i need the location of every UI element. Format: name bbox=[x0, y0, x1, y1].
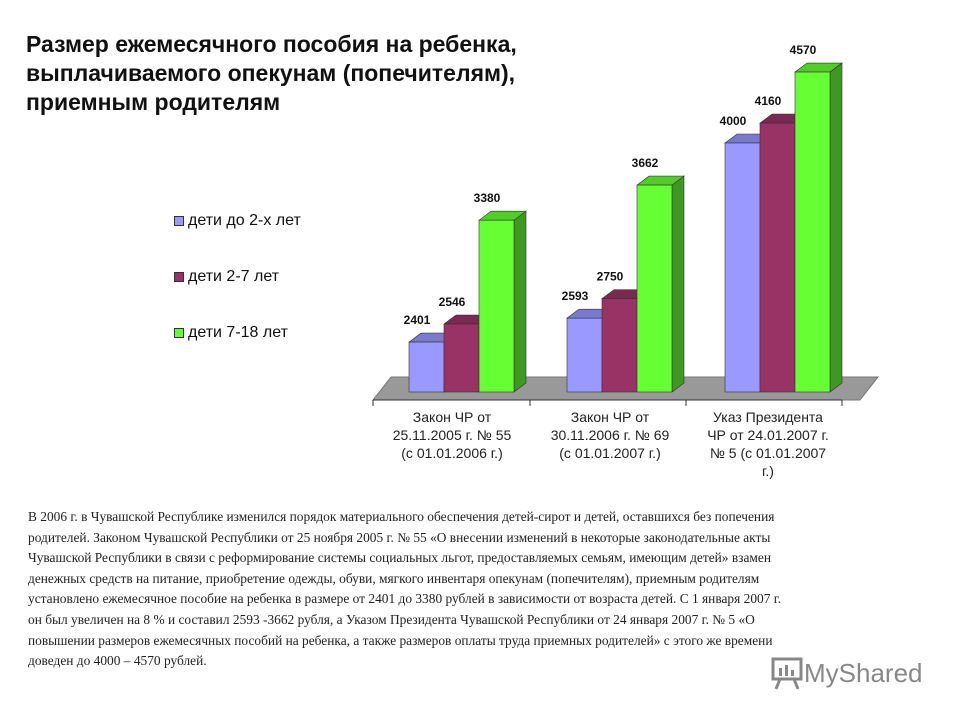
text-line: В 2006 г. в Чувашской Республике изменил… bbox=[28, 509, 775, 524]
title-line: приемным родителям bbox=[26, 89, 281, 115]
text-line: установлено ежемесячное пособие на ребен… bbox=[28, 591, 782, 607]
data-label: 4160 bbox=[755, 94, 782, 108]
data-label: 3380 bbox=[474, 191, 501, 205]
bar-side bbox=[829, 62, 843, 393]
legend-item: дети 2-7 лет bbox=[174, 268, 279, 286]
legend-label: дети 7-18 лет bbox=[188, 324, 288, 341]
legend-item: дети до 2-х лет bbox=[174, 212, 301, 230]
data-label: 2750 bbox=[597, 270, 624, 284]
tick-line: Закон ЧР от bbox=[412, 409, 492, 425]
bar bbox=[601, 298, 638, 393]
legend-item: дети 7-18 лет bbox=[174, 324, 288, 342]
presentation-icon bbox=[771, 657, 803, 690]
tick-line: Закон ЧР от bbox=[570, 409, 650, 425]
legend-swatch bbox=[174, 216, 184, 226]
description-text: В 2006 г. в Чувашской Республике изменил… bbox=[28, 507, 928, 672]
bar bbox=[478, 219, 515, 393]
slide-title: Размер ежемесячного пособия на ребенка, … bbox=[26, 30, 517, 117]
bar-side bbox=[671, 175, 685, 393]
legend-label: дети до 2-х лет bbox=[188, 212, 301, 229]
x-tick-label: Указ Президента ЧР от 24.01.2007 г. № 5 … bbox=[693, 408, 843, 480]
watermark-text: MyShared bbox=[804, 657, 923, 688]
legend-label: дети 2-7 лет bbox=[188, 268, 280, 285]
tick-line: ЧР от 24.01.2007 г. bbox=[707, 427, 829, 443]
legend-swatch bbox=[174, 272, 184, 282]
tick-line: г.) bbox=[762, 463, 774, 479]
tick-line: Указ Президента bbox=[713, 409, 823, 425]
text-line: он был увеличен на 8 % и составил 2593 -… bbox=[28, 611, 755, 627]
text-line: доведен до 4000 – 4570 рублей. bbox=[28, 653, 207, 669]
data-label: 2546 bbox=[439, 295, 466, 309]
tick-line: 30.11.2006 г. № 69 bbox=[550, 427, 670, 443]
text-line: денежных средств на питание, приобретени… bbox=[28, 570, 760, 586]
data-label: 2593 bbox=[562, 289, 589, 303]
title-line: Размер ежемесячного пособия на ребенка, bbox=[26, 31, 517, 57]
tick-line: (с 01.01.2006 г.) bbox=[401, 445, 503, 461]
bar bbox=[408, 341, 445, 393]
tick-line: (с 01.01.2007 г.) bbox=[559, 445, 661, 461]
bar bbox=[724, 142, 761, 393]
text-line: повышении размеров ежемесячных пособий н… bbox=[28, 632, 773, 648]
legend-swatch bbox=[174, 328, 184, 338]
watermark-logo: MyShared bbox=[770, 656, 923, 690]
bar bbox=[794, 71, 831, 393]
text-line: родителей. Законом Чувашской Республики … bbox=[28, 529, 771, 545]
x-tick-label: Закон ЧР от 30.11.2006 г. № 69 (с 01.01.… bbox=[535, 408, 685, 462]
data-label: 4570 bbox=[790, 43, 817, 57]
data-label: 3662 bbox=[632, 156, 659, 170]
bar-side bbox=[513, 210, 527, 393]
tick-line: 25.11.2005 г. № 55 bbox=[392, 427, 512, 443]
tick-line: № 5 (с 01.01.2007 bbox=[709, 445, 827, 461]
bar bbox=[443, 323, 480, 393]
bar bbox=[759, 122, 796, 393]
data-label: 2401 bbox=[404, 313, 431, 327]
x-tick-label: Закон ЧР от 25.11.2005 г. № 55 (с 01.01.… bbox=[377, 408, 527, 462]
data-label: 4000 bbox=[720, 114, 747, 128]
bar bbox=[566, 317, 603, 393]
bar-chart: 2401 2593 4000 2546 2750 4160 3380 3662 4570 bbox=[371, 43, 880, 406]
title-line: выплачиваемого опекунам (попечителям), bbox=[26, 60, 516, 86]
bar bbox=[636, 184, 673, 393]
text-line: Чувашской Республики в связи с реформиро… bbox=[28, 550, 771, 566]
